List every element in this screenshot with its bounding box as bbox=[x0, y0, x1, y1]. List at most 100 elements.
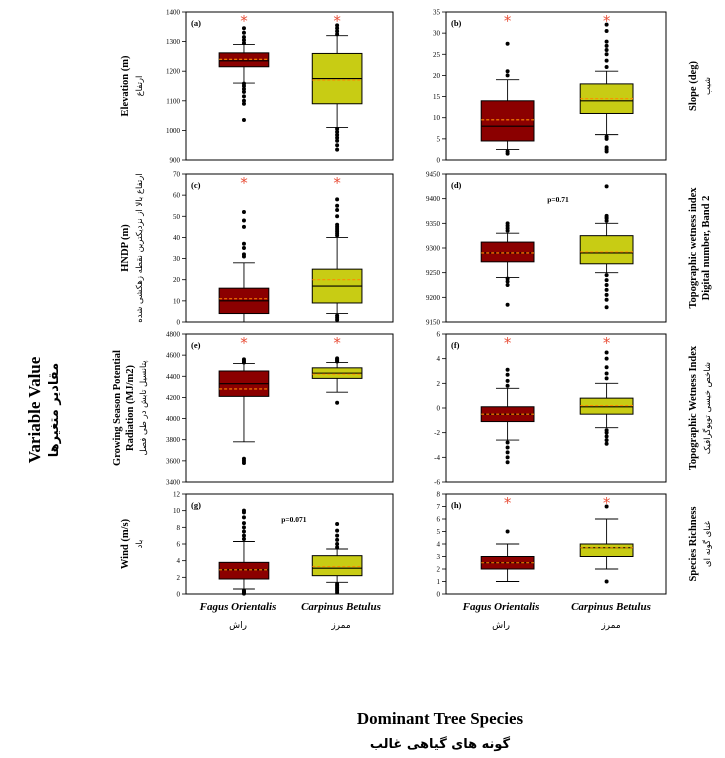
panel-letter: (a) bbox=[191, 18, 201, 28]
outlier-point bbox=[241, 525, 246, 530]
y-axis-label: Species Richness bbox=[688, 507, 699, 582]
box-fagus: * bbox=[480, 334, 535, 465]
outlier-point bbox=[335, 147, 340, 152]
y-tick-label: 12 bbox=[173, 491, 181, 499]
panel-letter: (b) bbox=[451, 18, 462, 28]
outlier-point bbox=[335, 126, 340, 131]
y-tick-label: 9350 bbox=[426, 220, 441, 228]
outlier-point bbox=[335, 222, 340, 227]
y-tick-label: 6 bbox=[437, 516, 441, 524]
outlier-point bbox=[335, 400, 340, 405]
box-carpinus: * bbox=[311, 12, 363, 152]
plot-frame bbox=[185, 493, 394, 595]
box-fagus bbox=[480, 221, 535, 307]
outlier-point bbox=[604, 350, 609, 355]
outlier-point bbox=[241, 224, 246, 229]
outlier-point bbox=[505, 283, 510, 287]
y-axis-label-fa: پتانسیل تابش در طی فصل bbox=[139, 360, 149, 456]
y-tick-label: 2 bbox=[437, 566, 441, 574]
box-fagus: * bbox=[480, 12, 535, 156]
outlier-point bbox=[335, 533, 340, 538]
box-carpinus: * bbox=[311, 334, 363, 405]
outlier-point bbox=[241, 84, 246, 88]
outlier-point bbox=[604, 22, 609, 27]
outlier-point bbox=[604, 371, 609, 376]
outlier-point bbox=[241, 94, 246, 99]
y-tick-label: 0 bbox=[177, 591, 181, 599]
x-category-right-carpinus-fa: ممرز bbox=[600, 621, 621, 631]
outlier-point bbox=[241, 246, 246, 250]
y-tick-label: 9400 bbox=[426, 195, 441, 203]
box-carpinus: * bbox=[579, 334, 634, 446]
panel-g: 0 2 4 6 8 10 12 (g) p=0.071 Wind (m/s) باد bbox=[120, 491, 394, 599]
panel-e: 3400 3600 3800 4000 4200 4400 4600 4800 (e) Growi… bbox=[112, 331, 394, 487]
outlier-point bbox=[241, 508, 246, 513]
y-tick-label: 35 bbox=[433, 9, 441, 17]
y-tick-label: 4000 bbox=[166, 415, 181, 423]
outlier-point bbox=[335, 356, 340, 361]
box-fagus: * bbox=[218, 12, 270, 123]
y-axis-label-fa: ارتفاع بالا از نزدیکترین نقطه زهکشی شده bbox=[135, 173, 145, 322]
plot-frame bbox=[445, 11, 667, 161]
outlier-point bbox=[604, 149, 609, 154]
y-tick-label: 1300 bbox=[166, 38, 181, 46]
outlier-point bbox=[335, 32, 340, 37]
iqr-box bbox=[579, 235, 634, 265]
panel-h: 0 1 2 3 4 5 6 7 8 (h) Species Richness غنای گونه ای… bbox=[437, 491, 714, 599]
outlier-point bbox=[335, 29, 340, 34]
outlier-point bbox=[604, 58, 609, 63]
y-tick-label: 4400 bbox=[166, 373, 181, 381]
panel-c: 0 10 20 30 40 50 60 70 (c) HNDP (m) ارتفاع بالا از… bbox=[120, 171, 394, 327]
outlier-point bbox=[241, 118, 246, 123]
y-tick-label: 6 bbox=[177, 541, 181, 549]
y-tick-label: 0 bbox=[177, 319, 181, 327]
outlier-point bbox=[505, 73, 510, 78]
outlier-point bbox=[505, 367, 510, 372]
outlier-point bbox=[241, 30, 246, 35]
outlier-point bbox=[335, 132, 340, 137]
panel-letter: (h) bbox=[451, 500, 462, 510]
outlier-point bbox=[335, 143, 340, 148]
y-axis-label: Wind (m/s) bbox=[120, 518, 131, 569]
y-tick-label: 0 bbox=[437, 591, 441, 599]
y-tick-label: 3600 bbox=[166, 457, 181, 465]
y-axis-label-fa: شاخص خیسی توپوگرافیک bbox=[702, 362, 713, 454]
plot-frame bbox=[185, 11, 394, 161]
significance-star: * bbox=[240, 12, 248, 30]
y-tick-label: 10 bbox=[433, 114, 441, 122]
outlier-point bbox=[241, 86, 246, 91]
x-main-title: Dominant Tree Species bbox=[357, 709, 524, 728]
outlier-point bbox=[604, 213, 609, 218]
y-tick-label: 5 bbox=[437, 135, 441, 143]
y-axis-label-fa: شیب bbox=[703, 77, 713, 95]
box-carpinus bbox=[311, 522, 363, 595]
y-axis-label: Elevation (m) bbox=[120, 55, 131, 116]
y-tick-label: 2 bbox=[437, 380, 441, 388]
outlier-point bbox=[505, 378, 510, 383]
panel-letter: (d) bbox=[451, 180, 462, 190]
significance-star: * bbox=[504, 494, 512, 512]
outlier-point bbox=[505, 455, 510, 460]
significance-star: * bbox=[603, 494, 611, 512]
outlier-point bbox=[335, 522, 340, 526]
outlier-point bbox=[604, 376, 609, 381]
outlier-point bbox=[604, 305, 609, 310]
y-tick-label: 7 bbox=[437, 503, 441, 511]
y-tick-label: 60 bbox=[173, 192, 181, 200]
box-carpinus: * bbox=[579, 494, 634, 584]
y-tick-label: -6 bbox=[434, 479, 440, 487]
x-category-right-fagus-fa: راش bbox=[492, 621, 510, 631]
y-tick-label: 3 bbox=[437, 553, 441, 561]
box-fagus: * bbox=[480, 494, 535, 582]
outlier-point bbox=[604, 184, 609, 189]
outlier-point bbox=[604, 136, 609, 141]
outlier-point bbox=[335, 317, 340, 322]
outlier-point bbox=[335, 197, 340, 202]
outlier-point bbox=[505, 445, 510, 450]
outlier-point bbox=[604, 64, 609, 69]
iqr-box bbox=[311, 555, 363, 577]
y-axis-label: HNDP (m) bbox=[120, 224, 131, 272]
y-main-title: Variable Value bbox=[25, 356, 44, 463]
